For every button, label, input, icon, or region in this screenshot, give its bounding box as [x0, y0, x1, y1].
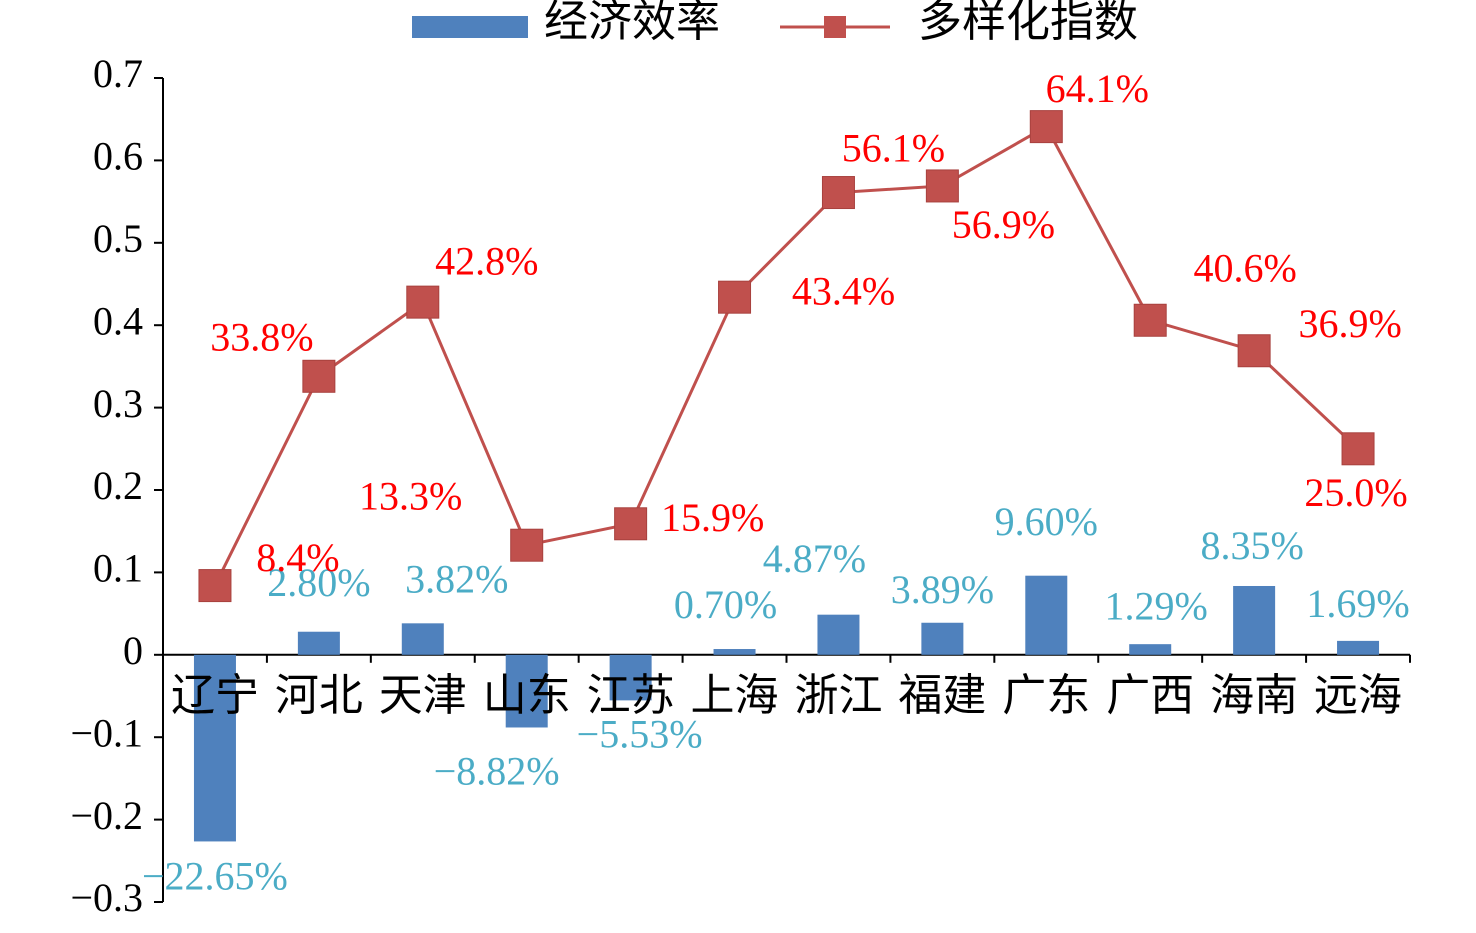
bar [1025, 575, 1068, 655]
legend-label: 多样化指数 [918, 0, 1138, 46]
marker [718, 280, 752, 314]
y-tick-label: −0.2 [70, 793, 143, 838]
y-tick-label: 0.3 [93, 381, 143, 426]
marker [1133, 303, 1167, 337]
marker [1341, 432, 1375, 466]
y-tick-label: 0.6 [93, 134, 143, 179]
x-tick-label: 福建 [898, 671, 986, 720]
y-tick-label: −0.1 [70, 710, 143, 755]
x-tick-label: 上海 [691, 671, 779, 720]
data-label: 8.4% [256, 535, 339, 580]
data-label: 64.1% [1046, 66, 1149, 111]
data-label: 1.69% [1306, 581, 1409, 626]
x-tick-label: 河北 [275, 671, 363, 720]
y-tick-label: −0.3 [70, 875, 143, 920]
bar [505, 654, 548, 728]
data-label: 3.89% [891, 567, 994, 612]
x-tick-label: 广东 [1002, 671, 1090, 720]
data-label: 9.60% [995, 499, 1098, 544]
marker [302, 359, 336, 393]
bar [609, 654, 652, 701]
x-tick-label: 天津 [379, 671, 467, 720]
data-label: 15.9% [661, 495, 764, 540]
data-label: 36.9% [1298, 301, 1401, 346]
data-label: 4.87% [763, 536, 866, 581]
data-label: −8.82% [434, 749, 560, 794]
bar [1233, 585, 1276, 655]
marker [510, 528, 544, 562]
x-tick-label: 海南 [1210, 671, 1298, 720]
data-label: 3.82% [405, 556, 508, 601]
bar [401, 623, 444, 655]
data-label: 0.70% [674, 582, 777, 627]
bar [817, 614, 860, 655]
data-label: 25.0% [1304, 470, 1407, 515]
marker [1237, 334, 1271, 368]
line [213, 124, 1360, 587]
bar [713, 649, 756, 655]
data-label: 1.29% [1105, 583, 1208, 628]
y-tick-label: 0.5 [93, 216, 143, 261]
bar [1129, 644, 1172, 655]
data-label: 40.6% [1194, 245, 1297, 290]
x-tick-label: 山东 [483, 671, 571, 720]
y-tick-label: 0 [123, 628, 143, 673]
bar [297, 631, 340, 655]
x-tick-label: 辽宁 [171, 671, 259, 720]
data-label: 42.8% [435, 238, 538, 283]
y-tick-label: 0.1 [93, 546, 143, 591]
bar [193, 654, 236, 842]
marker [614, 507, 648, 541]
y-tick-label: 0.7 [93, 51, 143, 96]
data-label: 56.9% [952, 202, 1055, 247]
data-label: 8.35% [1200, 523, 1303, 568]
x-tick-label: 浙江 [794, 671, 882, 720]
legend-label: 经济效率 [544, 0, 720, 46]
marker [406, 285, 440, 319]
data-label: 13.3% [359, 473, 462, 518]
marker [198, 569, 232, 603]
data-label: −22.65% [142, 854, 288, 899]
data-label: 43.4% [792, 268, 895, 313]
x-tick-label: 江苏 [587, 671, 675, 720]
data-label: −5.53% [577, 712, 703, 757]
legend-swatch [412, 16, 528, 38]
x-tick-label: 广西 [1106, 671, 1194, 720]
legend-swatch [824, 16, 846, 38]
data-label: 2.80% [267, 560, 370, 605]
marker [1029, 110, 1063, 144]
data-label: 33.8% [210, 314, 313, 359]
y-tick-label: 0.4 [93, 298, 143, 343]
bar [921, 622, 964, 655]
x-tick-label: 远海 [1314, 671, 1402, 720]
marker [925, 169, 959, 203]
marker [821, 176, 855, 210]
y-tick-label: 0.2 [93, 463, 143, 508]
data-label: 56.1% [842, 126, 945, 171]
bar [1337, 640, 1380, 655]
